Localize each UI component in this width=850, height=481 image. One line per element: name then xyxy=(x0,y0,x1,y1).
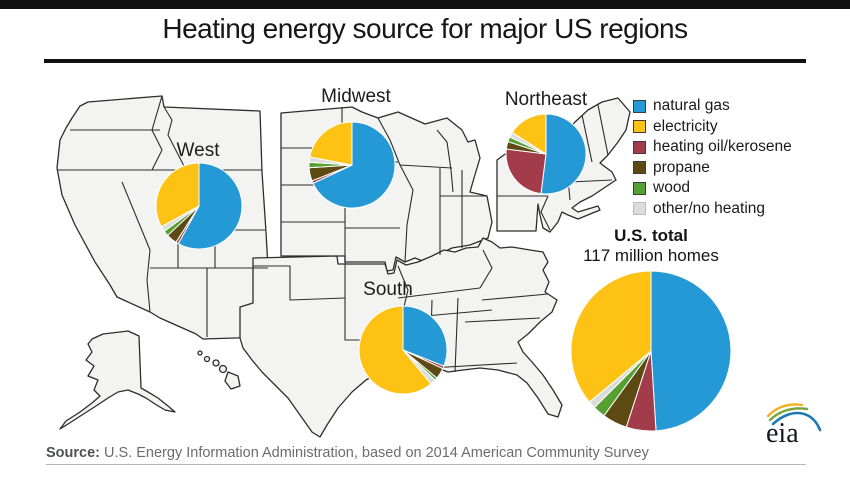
heating-oil-swatch-icon xyxy=(633,140,646,154)
hawaii-island xyxy=(212,359,220,367)
pie-northeast xyxy=(505,113,587,195)
pie-midwest xyxy=(308,121,396,209)
us-total-subtitle: 117 million homes xyxy=(583,246,719,265)
eia-logo: eia xyxy=(766,403,822,448)
eia-logo-yellow-arc xyxy=(766,403,804,418)
hawaii-island xyxy=(203,355,211,363)
legend-label: natural gas xyxy=(653,97,730,115)
source-note: Source: U.S. Energy Information Administ… xyxy=(46,445,806,461)
top-black-bar xyxy=(0,0,850,9)
label-northeast: Northeast xyxy=(504,89,588,110)
pie-slice-electricity xyxy=(570,270,652,403)
label-south: South xyxy=(363,279,413,300)
legend-label: electricity xyxy=(653,117,718,135)
pie-west xyxy=(155,162,243,250)
us-total-title: U.S. total xyxy=(614,226,688,245)
pie-us-total xyxy=(570,270,732,432)
pie-slice-electricity xyxy=(155,162,200,228)
legend-label: propane xyxy=(653,158,710,176)
legend-label: heating oil/kerosene xyxy=(653,138,792,156)
pie-slice-natural-gas xyxy=(177,162,243,250)
legend-item-natural-gas: natural gas xyxy=(633,96,792,117)
pie-slice-heating-oil-kerosene xyxy=(505,148,547,195)
label-west: West xyxy=(176,140,220,161)
alaska-map xyxy=(59,330,176,430)
wood-swatch-icon xyxy=(633,181,646,195)
hawaii-island xyxy=(197,350,203,356)
label-midwest: Midwest xyxy=(321,86,391,107)
source-underline xyxy=(46,464,806,465)
hawaii-island xyxy=(218,364,228,374)
pie-south xyxy=(358,305,448,395)
legend-label: wood xyxy=(653,179,691,197)
pie-slice-electricity xyxy=(511,113,547,155)
pie-slice-natural-gas xyxy=(312,121,396,209)
legend-item-wood: wood xyxy=(633,178,792,199)
propane-swatch-icon xyxy=(633,161,646,175)
page-title: Heating energy source for major US regio… xyxy=(162,13,688,44)
natural-gas-swatch-icon xyxy=(633,99,646,113)
title-divider xyxy=(44,59,806,63)
source-label: Source: xyxy=(46,445,100,461)
source-text: U.S. Energy Information Administration, … xyxy=(100,445,649,461)
pie-slice-natural-gas xyxy=(402,305,448,367)
legend-item-electricity: electricity xyxy=(633,117,792,138)
legend-item-other: other/no heating xyxy=(633,199,792,220)
pie-slice-natural-gas xyxy=(540,113,587,195)
pie-slice-natural-gas xyxy=(650,270,732,432)
us-total-heading: U.S. total 117 million homes xyxy=(551,226,751,266)
eia-logo-green-arc xyxy=(768,407,809,422)
legend: natural gas electricity heating oil/kero… xyxy=(633,96,792,219)
electricity-swatch-icon xyxy=(633,120,646,134)
eia-logo-blue-arc xyxy=(771,411,822,432)
eia-logo-text: eia xyxy=(766,418,799,448)
pie-slice-electricity xyxy=(358,305,432,395)
pie-slice-electricity xyxy=(309,121,353,166)
legend-item-propane: propane xyxy=(633,158,792,179)
legend-label: other/no heating xyxy=(653,199,766,217)
legend-item-heating-oil: heating oil/kerosene xyxy=(633,137,792,158)
hawaii-big-island xyxy=(224,371,241,390)
other-heating-swatch-icon xyxy=(633,202,646,216)
